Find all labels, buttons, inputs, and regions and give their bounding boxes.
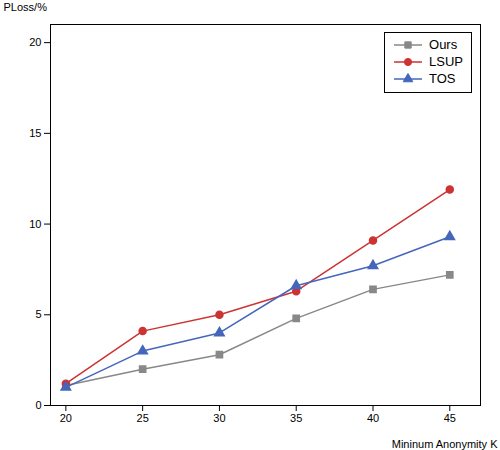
svg-text:Mininum Anonymity K: Mininum Anonymity K [392, 438, 498, 450]
svg-text:30: 30 [213, 412, 225, 424]
svg-text:15: 15 [29, 127, 41, 139]
svg-text:45: 45 [444, 412, 456, 424]
html-text:Ours: Ours [429, 37, 458, 52]
svg-text:20: 20 [60, 412, 72, 424]
svg-text:25: 25 [137, 412, 149, 424]
svg-text:20: 20 [29, 36, 41, 48]
svg-text:0: 0 [35, 399, 41, 411]
html-text:TOS: TOS [429, 70, 456, 86]
svg-text:40: 40 [367, 412, 379, 424]
svg-text:5: 5 [35, 308, 41, 320]
svg-text:10: 10 [29, 218, 41, 230]
svg-text:PLoss/%: PLoss/% [4, 1, 48, 13]
html-text:LSUP: LSUP [429, 53, 463, 69]
svg-text:35: 35 [290, 412, 302, 424]
